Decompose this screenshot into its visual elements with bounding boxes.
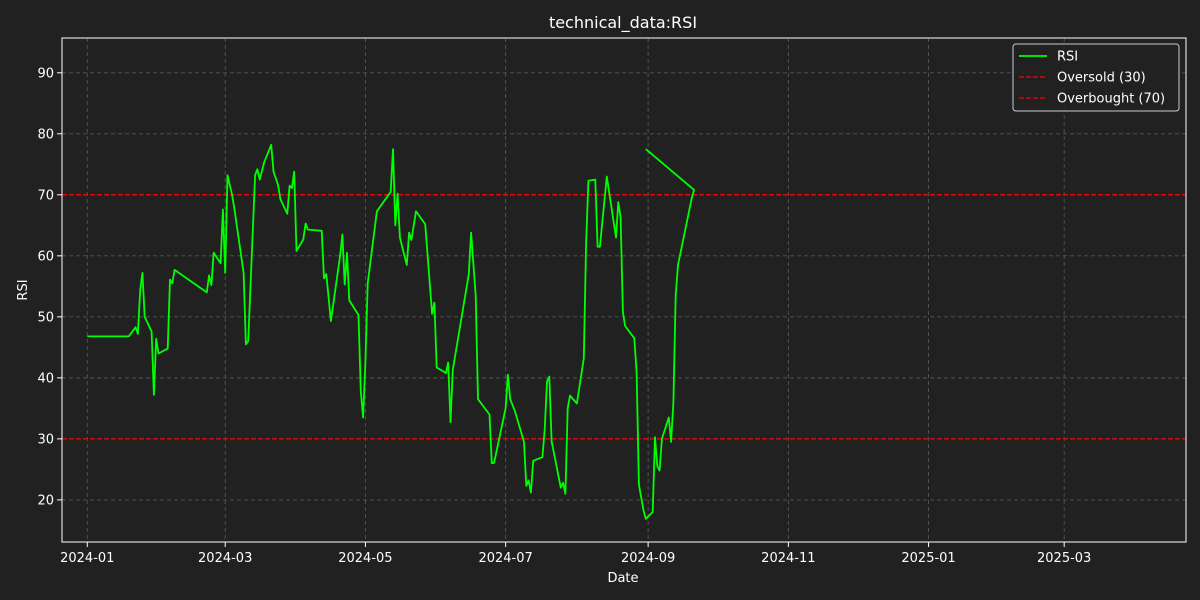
rsi-series-line xyxy=(87,143,695,520)
x-tick-label: 2024-01 xyxy=(60,551,114,566)
y-tick-label: 30 xyxy=(37,432,54,447)
y-tick-label: 80 xyxy=(37,127,54,142)
x-tick-label: 2024-07 xyxy=(478,551,532,566)
legend-item-oversold: Oversold (30) xyxy=(1019,71,1146,86)
series-layer xyxy=(87,143,695,520)
legend: RSI Oversold (30) Overbought (70) xyxy=(1012,43,1180,112)
legend-label: Oversold (30) xyxy=(1057,71,1146,86)
x-tick-label: 2024-11 xyxy=(761,551,815,566)
y-tick-label: 70 xyxy=(37,188,54,203)
grid-lines xyxy=(62,38,1186,542)
y-tick-label: 60 xyxy=(37,249,54,264)
chart-title: technical_data:RSI xyxy=(549,13,697,33)
legend-item-rsi: RSI xyxy=(1019,50,1078,65)
plot-frame xyxy=(61,37,1187,543)
x-tick-label: 2024-05 xyxy=(338,551,392,566)
legend-box xyxy=(1012,43,1180,112)
y-tick-label: 90 xyxy=(37,66,54,81)
threshold-lines xyxy=(62,194,1186,440)
x-tick-label: 2024-09 xyxy=(621,551,675,566)
legend-label: Overbought (70) xyxy=(1057,92,1165,107)
y-tick-label: 40 xyxy=(37,371,54,386)
y-tick-label: 50 xyxy=(37,310,54,325)
legend-label: RSI xyxy=(1057,50,1078,65)
x-axis: 2024-01 2024-03 2024-05 2024-07 2024-09 2024-… xyxy=(60,542,1091,566)
legend-item-overbought: Overbought (70) xyxy=(1019,92,1165,107)
x-axis-title: Date xyxy=(607,571,638,586)
y-tick-label: 20 xyxy=(37,493,54,508)
y-axis-title: RSI xyxy=(16,279,31,300)
y-axis: 20 30 40 50 60 70 80 90 xyxy=(37,66,62,508)
x-tick-label: 2025-03 xyxy=(1037,551,1091,566)
x-tick-label: 2025-01 xyxy=(901,551,955,566)
x-tick-label: 2024-03 xyxy=(198,551,252,566)
